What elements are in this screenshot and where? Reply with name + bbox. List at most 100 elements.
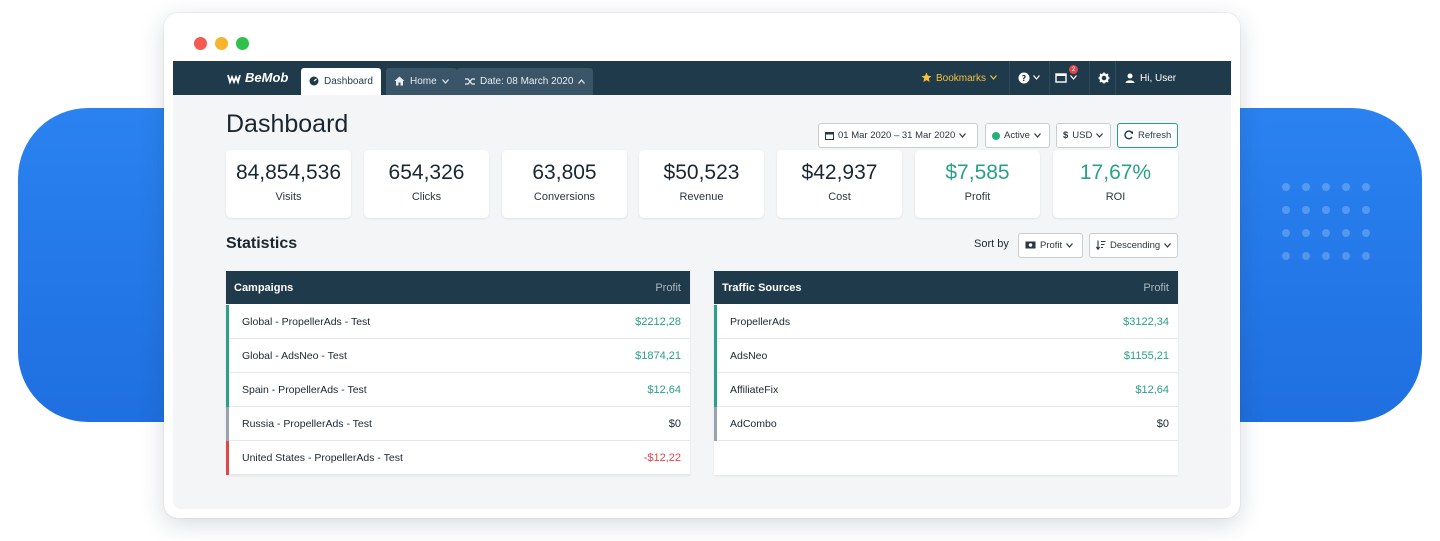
row-profit: $0 bbox=[668, 418, 681, 430]
sort-by-label: Sort by bbox=[974, 238, 1009, 250]
window-titlebar bbox=[164, 13, 1240, 61]
row-name: AffiliateFix bbox=[730, 384, 779, 396]
table-row[interactable]: AdsNeo $1155,21 bbox=[714, 339, 1178, 373]
windows-menu[interactable] bbox=[1055, 61, 1077, 95]
refresh-button[interactable]: Refresh bbox=[1117, 123, 1178, 148]
row-name: Global - PropellerAds - Test bbox=[242, 316, 371, 328]
chevron-down-icon bbox=[441, 76, 449, 87]
date-range-value: 01 Mar 2020 – 31 Mar 2020 bbox=[838, 130, 956, 141]
kpi-card-roi: 17,67% ROI bbox=[1053, 150, 1178, 218]
money-icon bbox=[1025, 240, 1036, 251]
nav-divider bbox=[1049, 61, 1050, 95]
row-name: Russia - PropellerAds - Test bbox=[242, 418, 372, 430]
tab-dashboard-label: Dashboard bbox=[324, 76, 373, 87]
sort-order-select[interactable]: Descending bbox=[1089, 233, 1178, 258]
app-name: BeMob bbox=[245, 70, 289, 85]
date-range-picker[interactable]: 01 Mar 2020 – 31 Mar 2020 bbox=[818, 123, 978, 148]
row-profit: $1874,21 bbox=[635, 350, 681, 362]
settings-button[interactable] bbox=[1098, 61, 1110, 95]
dollar-icon: $ bbox=[1063, 130, 1069, 141]
kpi-card-profit: $7,585 Profit bbox=[915, 150, 1040, 218]
table-row[interactable]: United States - PropellerAds - Test -$12… bbox=[226, 441, 690, 475]
decorative-dots bbox=[1282, 183, 1382, 263]
table-row[interactable]: Russia - PropellerAds - Test $0 bbox=[226, 407, 690, 441]
bookmarks-label: Bookmarks bbox=[936, 72, 987, 84]
bemob-logo-icon bbox=[227, 70, 241, 85]
kpi-value: $42,937 bbox=[801, 161, 878, 184]
close-window-button[interactable] bbox=[194, 37, 207, 50]
row-name: United States - PropellerAds - Test bbox=[242, 452, 403, 464]
row-profit: $3122,34 bbox=[1123, 316, 1169, 328]
kpi-value: 63,805 bbox=[532, 161, 597, 184]
tab-date-label: Date: 08 March 2020 bbox=[480, 76, 574, 87]
status-filter-value: Active bbox=[1004, 130, 1030, 141]
row-status-bar bbox=[714, 407, 717, 441]
kpi-label: Visits bbox=[275, 191, 302, 203]
table-row[interactable]: AdCombo $0 bbox=[714, 407, 1178, 441]
column-header-name[interactable]: Campaigns bbox=[234, 282, 294, 294]
kpi-label: Conversions bbox=[533, 191, 596, 203]
row-name: AdCombo bbox=[730, 418, 777, 430]
refresh-label: Refresh bbox=[1138, 130, 1172, 141]
tab-date[interactable]: Date: 08 March 2020 bbox=[457, 68, 594, 95]
kpi-card-conversions: 63,805 Conversions bbox=[502, 150, 627, 218]
refresh-icon bbox=[1124, 130, 1134, 141]
row-status-bar bbox=[226, 373, 229, 407]
row-name: Global - AdsNeo - Test bbox=[242, 350, 347, 362]
sort-field-select[interactable]: Profit bbox=[1018, 233, 1083, 258]
chevron-down-icon bbox=[1164, 240, 1172, 251]
app-logo[interactable]: BeMob bbox=[227, 70, 288, 85]
row-profit: $1155,21 bbox=[1123, 350, 1169, 362]
kpi-card-clicks: 654,326 Clicks bbox=[364, 150, 489, 218]
table-row[interactable]: Global - PropellerAds - Test $2212,28 bbox=[226, 305, 690, 339]
table-header: Campaigns Profit bbox=[226, 271, 690, 304]
kpi-value: 17,67% bbox=[1079, 161, 1152, 184]
currency-select[interactable]: $ USD bbox=[1056, 123, 1111, 148]
chevron-up-icon bbox=[578, 76, 586, 87]
page-title: Dashboard bbox=[226, 110, 349, 138]
shuffle-icon bbox=[465, 76, 475, 87]
minimize-window-button[interactable] bbox=[215, 37, 228, 50]
tab-home[interactable]: Home bbox=[386, 68, 457, 95]
user-icon bbox=[1125, 73, 1135, 84]
table-header: Traffic Sources Profit bbox=[714, 271, 1178, 304]
help-menu[interactable]: ? bbox=[1018, 61, 1040, 95]
chevron-down-icon bbox=[1096, 130, 1104, 141]
table-row[interactable]: PropellerAds $3122,34 bbox=[714, 305, 1178, 339]
table-row[interactable]: Global - AdsNeo - Test $1874,21 bbox=[226, 339, 690, 373]
question-icon: ? bbox=[1018, 72, 1030, 84]
gear-icon bbox=[1098, 72, 1110, 84]
calendar-icon bbox=[825, 130, 834, 141]
row-name: PropellerAds bbox=[730, 316, 791, 328]
kpi-label: Clicks bbox=[411, 191, 442, 203]
statistics-title: Statistics bbox=[226, 235, 298, 252]
bookmarks-menu[interactable]: Bookmarks bbox=[921, 61, 997, 95]
row-status-bar bbox=[226, 441, 229, 475]
chevron-down-icon bbox=[959, 130, 967, 141]
row-name: AdsNeo bbox=[730, 350, 768, 362]
chevron-down-icon bbox=[1066, 240, 1074, 251]
table-row[interactable]: Spain - PropellerAds - Test $12,64 bbox=[226, 373, 690, 407]
tab-dashboard[interactable]: Dashboard bbox=[301, 68, 381, 95]
status-filter[interactable]: Active bbox=[985, 123, 1050, 148]
kpi-value: $7,585 bbox=[945, 161, 1010, 184]
star-icon bbox=[921, 72, 932, 83]
user-menu[interactable]: Hi, User bbox=[1125, 61, 1176, 95]
row-status-bar bbox=[714, 339, 717, 373]
chevron-down-icon bbox=[1033, 130, 1041, 141]
row-status-bar bbox=[226, 407, 229, 441]
campaigns-table: Campaigns Profit Global - PropellerAds -… bbox=[226, 271, 690, 475]
kpi-value: 84,854,536 bbox=[235, 161, 342, 184]
windows-icon bbox=[1055, 72, 1067, 84]
sort-field-value: Profit bbox=[1040, 240, 1063, 251]
column-header-profit[interactable]: Profit bbox=[655, 282, 681, 294]
column-header-name[interactable]: Traffic Sources bbox=[722, 282, 802, 294]
table-row[interactable]: AffiliateFix $12,64 bbox=[714, 373, 1178, 407]
column-header-profit[interactable]: Profit bbox=[1143, 282, 1169, 294]
maximize-window-button[interactable] bbox=[236, 37, 249, 50]
browser-window: BeMob Dashboard Home bbox=[164, 13, 1240, 518]
chevron-down-icon bbox=[1070, 73, 1077, 84]
sort-order-value: Descending bbox=[1110, 240, 1161, 251]
home-icon bbox=[394, 76, 405, 87]
row-profit: $12,64 bbox=[647, 384, 681, 396]
